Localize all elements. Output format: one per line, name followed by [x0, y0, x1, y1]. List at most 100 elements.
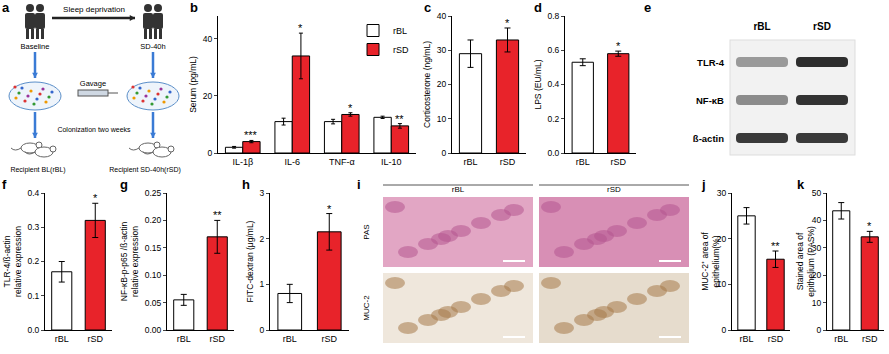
svg-text:MUC-2: MUC-2 — [362, 295, 371, 321]
svg-text:*: * — [505, 17, 510, 29]
svg-text:SD-40h: SD-40h — [140, 42, 165, 51]
svg-text:0.15: 0.15 — [145, 243, 162, 253]
svg-text:NF-κB-p-p65 /ß-actinrelative e: NF-κB-p-p65 /ß-actinrelative expression — [119, 222, 140, 302]
svg-text:rBL: rBL — [834, 334, 848, 344]
svg-text:rBL: rBL — [55, 334, 69, 344]
svg-text:0.00: 0.00 — [145, 325, 162, 335]
svg-text:0.05: 0.05 — [145, 298, 162, 308]
svg-text:10: 10 — [437, 114, 447, 124]
html-text:h: h — [242, 177, 250, 192]
svg-text:Serum (pg/mL): Serum (pg/mL) — [188, 56, 198, 113]
svg-text:20: 20 — [717, 234, 727, 244]
svg-text:0.6: 0.6 — [547, 45, 559, 55]
svg-text:Recipient BL(rBL): Recipient BL(rBL) — [10, 166, 65, 174]
svg-text:IL-6: IL-6 — [284, 157, 300, 167]
svg-text:rSD: rSD — [862, 334, 878, 344]
svg-text:0.0: 0.0 — [27, 325, 39, 335]
svg-text:rBL: rBL — [576, 157, 590, 167]
svg-text:MUC-2⁺ area ofepithelium(%): MUC-2⁺ area ofepithelium(%) — [700, 231, 721, 290]
svg-text:2: 2 — [260, 234, 265, 244]
html-text:e: e — [644, 0, 652, 15]
svg-text:rSD: rSD — [322, 334, 338, 344]
svg-text:IL-10: IL-10 — [381, 157, 402, 167]
svg-text:rSD: rSD — [88, 334, 104, 344]
svg-text:0.4: 0.4 — [27, 188, 39, 198]
svg-text:IL-1β: IL-1β — [232, 157, 253, 167]
svg-text:40: 40 — [437, 11, 447, 21]
svg-text:0: 0 — [817, 325, 822, 335]
svg-text:NF-κB: NF-κB — [696, 95, 724, 106]
svg-text:0.0: 0.0 — [547, 148, 559, 158]
svg-text:30: 30 — [717, 188, 727, 198]
svg-text:rSD: rSD — [500, 157, 516, 167]
svg-text:*: * — [327, 203, 332, 215]
svg-text:**: ** — [771, 240, 780, 252]
svg-text:Baseline: Baseline — [21, 42, 50, 51]
svg-text:40: 40 — [203, 34, 213, 44]
svg-text:30: 30 — [812, 243, 822, 253]
html-text:g: g — [120, 177, 128, 192]
svg-text:0.4: 0.4 — [547, 79, 559, 89]
svg-text:TNF-α: TNF-α — [329, 157, 355, 167]
svg-text:rSD: rSD — [813, 21, 831, 32]
svg-text:0.25: 0.25 — [145, 188, 162, 198]
svg-text:rSD: rSD — [607, 185, 621, 194]
svg-text:rBL: rBL — [739, 334, 753, 344]
svg-text:**: ** — [395, 113, 404, 125]
svg-text:rSD: rSD — [768, 334, 784, 344]
svg-text:10: 10 — [812, 298, 822, 308]
svg-text:TLR-4: TLR-4 — [697, 57, 725, 68]
svg-text:0: 0 — [722, 325, 727, 335]
svg-text:0.8: 0.8 — [547, 11, 559, 21]
svg-text:0: 0 — [208, 148, 213, 158]
svg-text:0.1: 0.1 — [27, 291, 39, 301]
svg-text:PAS: PAS — [362, 224, 371, 239]
svg-text:rBL: rBL — [393, 26, 407, 36]
svg-text:rSD: rSD — [611, 157, 627, 167]
svg-text:0.3: 0.3 — [27, 222, 39, 232]
svg-text:Sleep deprivation: Sleep deprivation — [63, 5, 125, 14]
html-text:d: d — [534, 0, 542, 15]
svg-text:10: 10 — [717, 279, 727, 289]
svg-text:Gavage: Gavage — [80, 79, 106, 88]
svg-text:rBL: rBL — [753, 21, 770, 32]
svg-text:20: 20 — [812, 270, 822, 280]
svg-text:20: 20 — [437, 79, 447, 89]
svg-text:rSD: rSD — [210, 334, 226, 344]
svg-text:***: *** — [244, 129, 258, 141]
svg-text:rBL: rBL — [177, 334, 191, 344]
svg-text:Corticosterone (ng/mL): Corticosterone (ng/mL) — [422, 41, 432, 128]
html-text:a: a — [2, 0, 10, 15]
svg-text:0.20: 0.20 — [145, 215, 162, 225]
svg-text:50: 50 — [812, 188, 822, 198]
svg-text:FITC-dextran (μg/mL): FITC-dextran (μg/mL) — [245, 220, 255, 302]
svg-text:0.10: 0.10 — [145, 270, 162, 280]
html-text:b: b — [190, 0, 198, 15]
svg-text:rBL: rBL — [463, 157, 477, 167]
html-text:c: c — [424, 0, 432, 15]
svg-text:TLR-4/ß-actinrelative expressi: TLR-4/ß-actinrelative expression — [2, 226, 23, 297]
svg-text:Recipient SD-40h(rSD): Recipient SD-40h(rSD) — [109, 166, 181, 174]
svg-text:*: * — [93, 192, 98, 204]
svg-text:3: 3 — [260, 188, 265, 198]
svg-text:30: 30 — [437, 45, 447, 55]
svg-text:rSD: rSD — [393, 45, 409, 55]
svg-text:20: 20 — [203, 91, 213, 101]
svg-text:ß-actin: ß-actin — [693, 133, 724, 144]
svg-text:Stained area ofepithelium (PAS: Stained area ofepithelium (PAS%) — [795, 226, 816, 297]
svg-text:0.2: 0.2 — [27, 256, 39, 266]
svg-text:*: * — [348, 102, 353, 114]
svg-text:0.2: 0.2 — [547, 114, 559, 124]
svg-text:0: 0 — [260, 325, 265, 335]
svg-text:*: * — [867, 220, 872, 232]
svg-text:**: ** — [213, 209, 222, 221]
svg-text:1: 1 — [260, 279, 265, 289]
svg-text:0: 0 — [442, 148, 447, 158]
svg-text:*: * — [298, 22, 303, 34]
svg-text:rBL: rBL — [283, 334, 297, 344]
svg-text:Colonization two weeks: Colonization two weeks — [57, 126, 131, 133]
svg-text:40: 40 — [812, 215, 822, 225]
svg-text:rBL: rBL — [452, 185, 465, 194]
svg-text:LPS (EU/mL): LPS (EU/mL) — [533, 59, 543, 109]
svg-text:*: * — [616, 40, 621, 52]
